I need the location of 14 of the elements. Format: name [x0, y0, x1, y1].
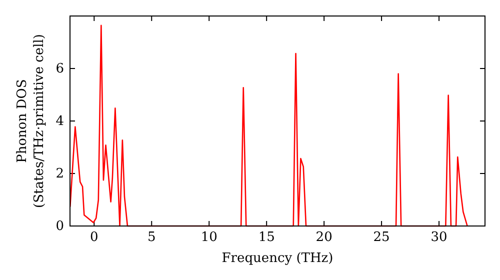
x-tick-label: 15	[258, 230, 275, 246]
y-tick-label: 2	[56, 166, 64, 182]
x-tick-label: 25	[373, 230, 390, 246]
x-axis-title: Frequency (THz)	[222, 251, 334, 266]
x-tick-label: 5	[147, 230, 156, 246]
line-series	[69, 24, 468, 227]
y-axis-title: Phonon DOS (States/THz·primitive cell)	[15, 34, 47, 208]
x-tick-label: 0	[90, 230, 98, 246]
y-tick-label: 0	[56, 219, 64, 234]
y-tick-label: 4	[56, 114, 64, 130]
y-tick-label: 6	[56, 62, 64, 77]
x-tick-label: 30	[430, 230, 448, 246]
x-tick-label: 20	[316, 230, 332, 246]
x-tick-label: 10	[200, 230, 218, 246]
